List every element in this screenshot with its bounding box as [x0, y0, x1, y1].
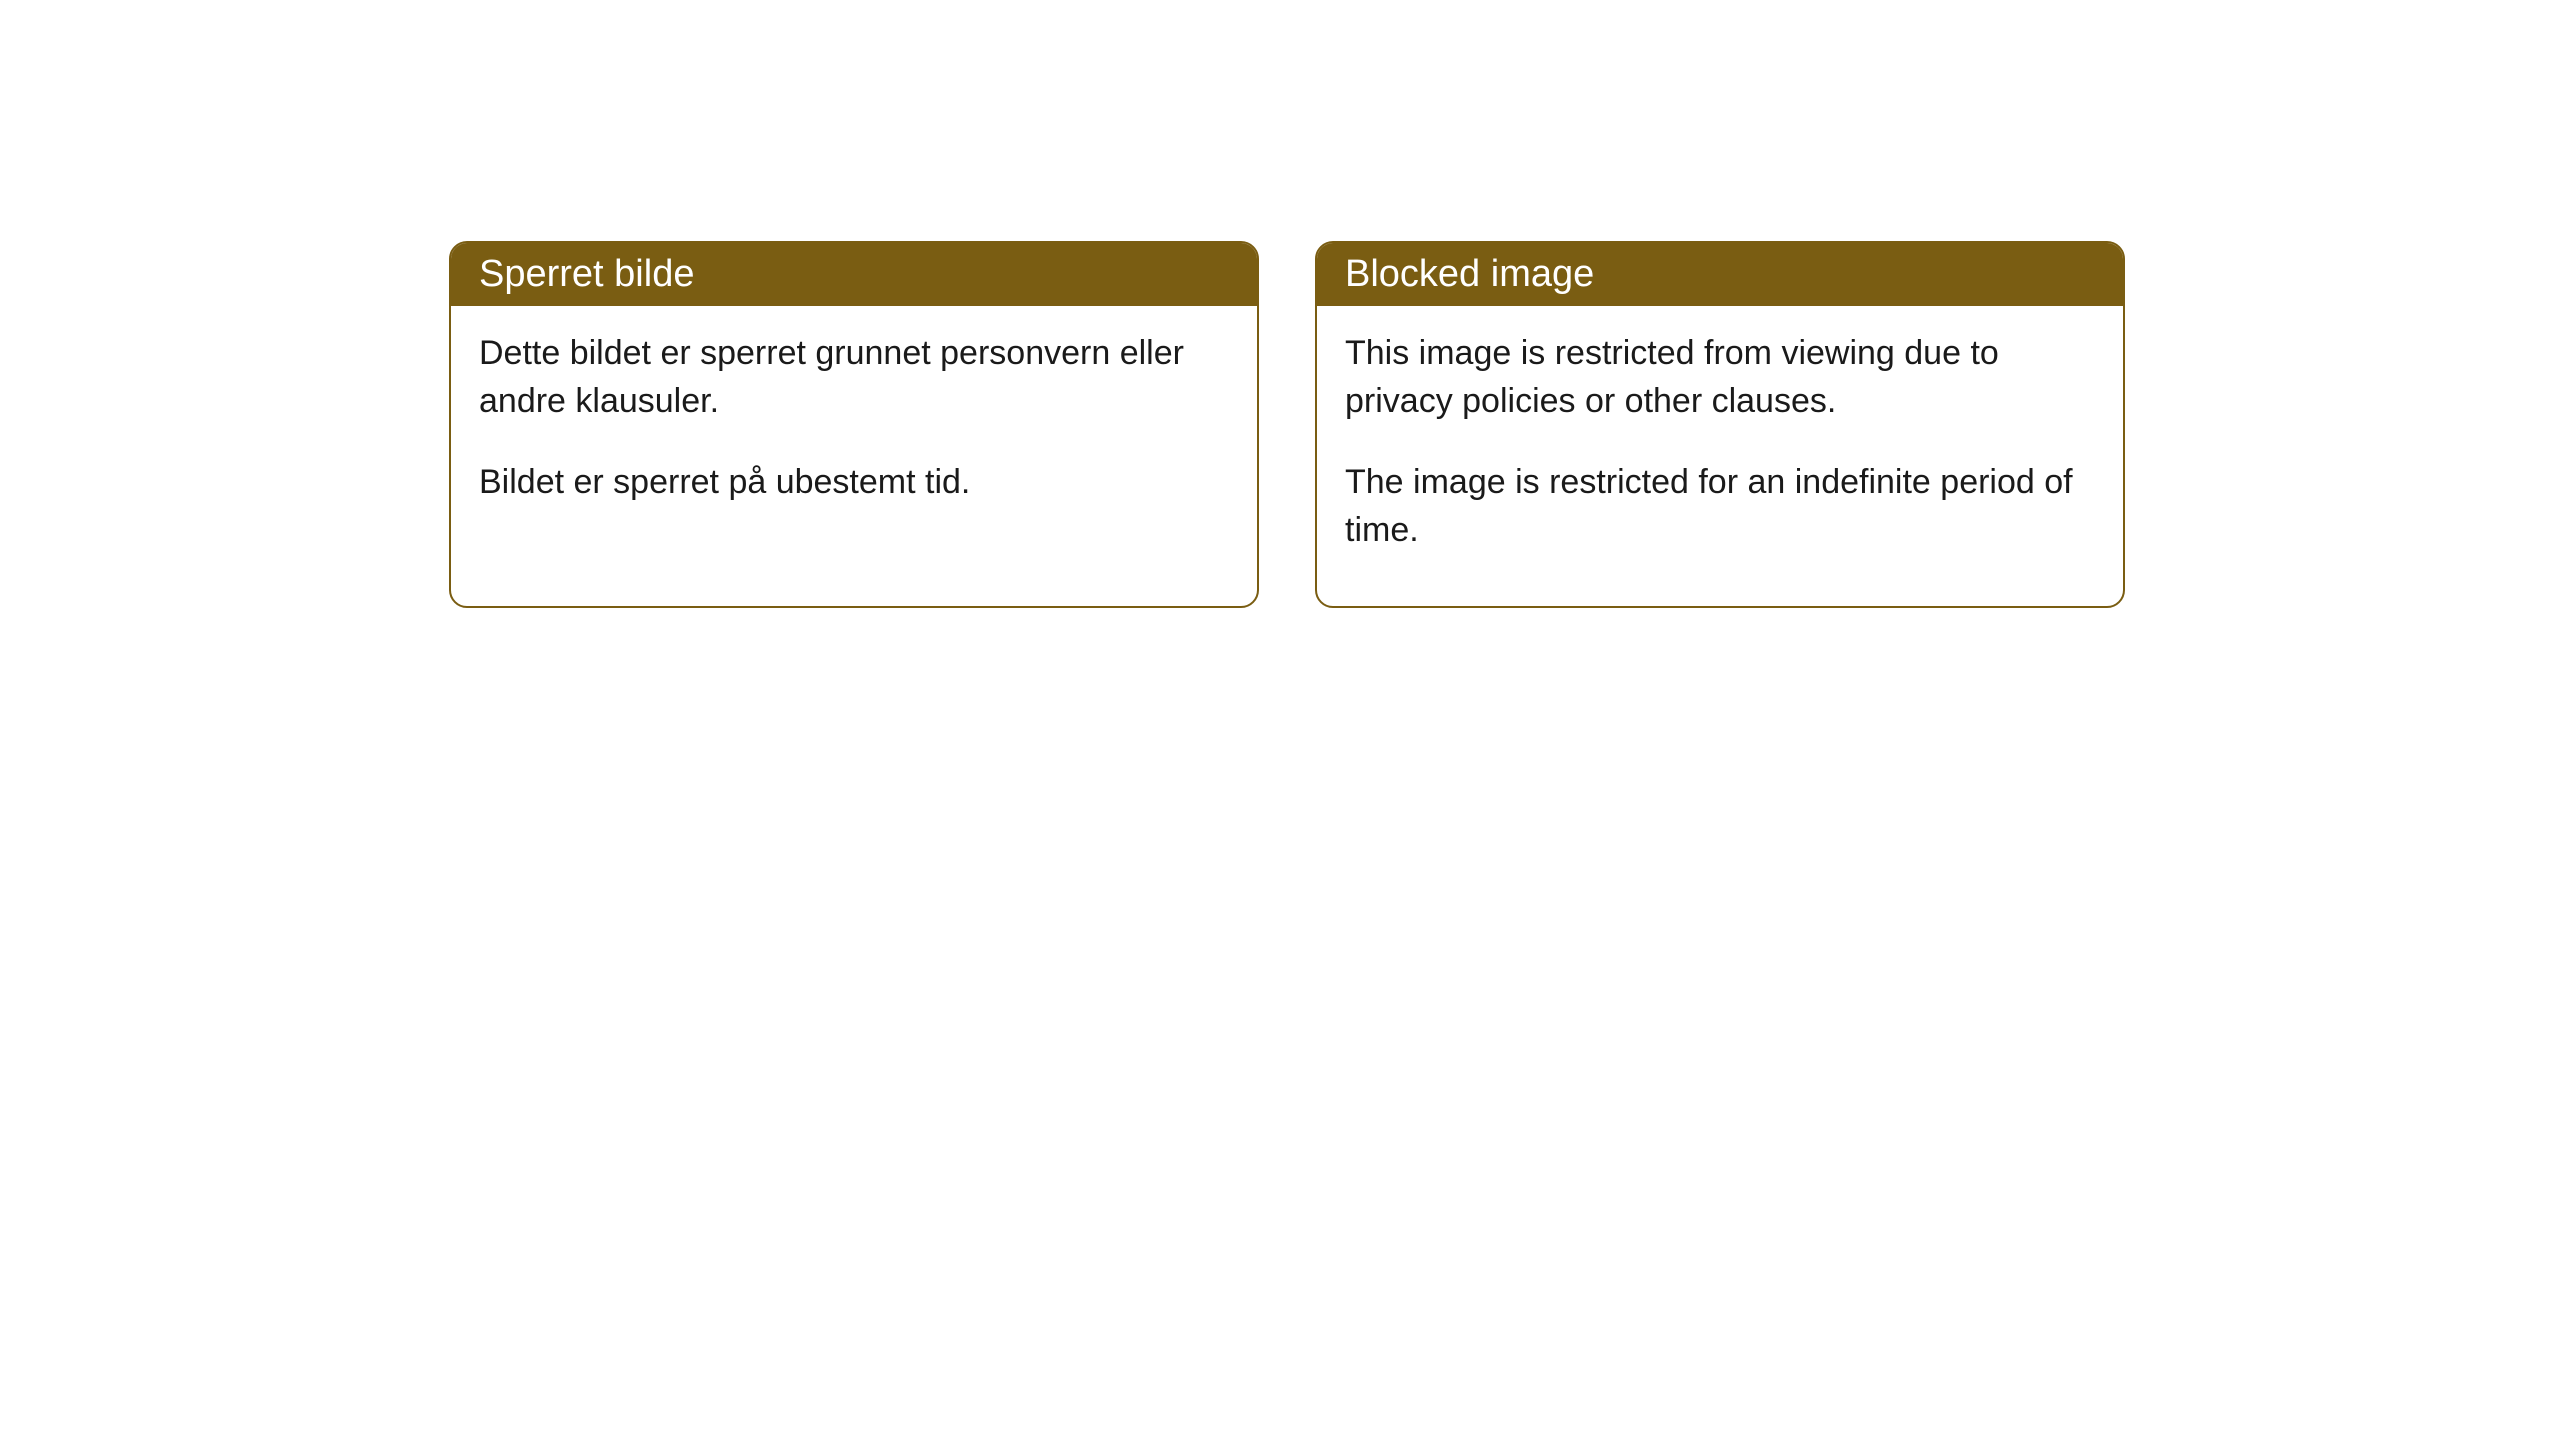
notice-container: Sperret bilde Dette bildet er sperret gr… [0, 0, 2560, 608]
card-header: Sperret bilde [451, 243, 1257, 306]
card-paragraph: Bildet er sperret på ubestemt tid. [479, 459, 1229, 507]
notice-card-english: Blocked image This image is restricted f… [1315, 241, 2125, 608]
card-title: Sperret bilde [479, 253, 694, 295]
card-body: This image is restricted from viewing du… [1317, 306, 2123, 606]
card-paragraph: Dette bildet er sperret grunnet personve… [479, 330, 1229, 425]
card-body: Dette bildet er sperret grunnet personve… [451, 306, 1257, 559]
card-paragraph: The image is restricted for an indefinit… [1345, 459, 2095, 554]
card-paragraph: This image is restricted from viewing du… [1345, 330, 2095, 425]
card-header: Blocked image [1317, 243, 2123, 306]
card-title: Blocked image [1345, 253, 1594, 295]
notice-card-norwegian: Sperret bilde Dette bildet er sperret gr… [449, 241, 1259, 608]
